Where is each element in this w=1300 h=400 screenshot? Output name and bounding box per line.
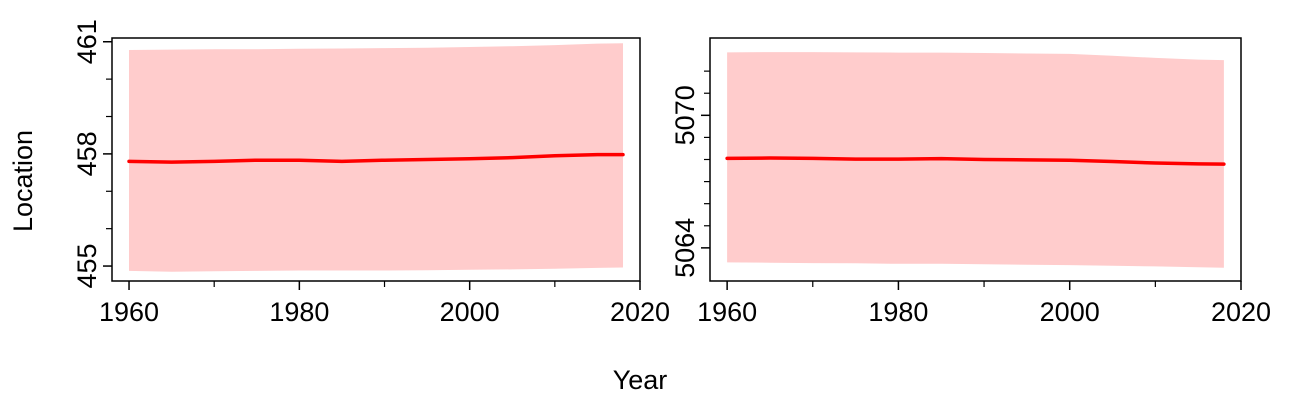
- plot-frame: [111, 37, 641, 282]
- panel-1: 1960 1980 2000 2020 455 458 461: [72, 19, 670, 327]
- y-tick-label: 455: [72, 243, 102, 288]
- x-tick-label: 1960: [99, 297, 159, 327]
- x-tick-label: 2020: [1211, 297, 1271, 327]
- panels: 1960 1980 2000 2020 455 458 461 1960 1980 2000 202…: [72, 19, 1271, 327]
- panel-2: 1960 1980 2000 2020 5064 5070: [670, 37, 1271, 327]
- x-tick-label: 1980: [868, 297, 928, 327]
- y-tick-label: 5064: [670, 218, 700, 278]
- y-tick-label: 5070: [670, 85, 700, 145]
- x-tick-label: 1960: [697, 297, 757, 327]
- x-tick-label: 2000: [440, 297, 500, 327]
- series-line: [127, 152, 625, 164]
- y-axis-title: Location: [8, 130, 38, 232]
- x-tick-label: 2000: [1040, 297, 1100, 327]
- y-tick-label: 461: [72, 19, 102, 64]
- confidence-band: [129, 43, 623, 272]
- series-line: [725, 156, 1226, 166]
- x-tick-label: 2020: [610, 297, 670, 327]
- x-axis-title: Year: [613, 365, 668, 395]
- y-tick-label: 458: [72, 131, 102, 176]
- x-tick-label: 1980: [269, 297, 329, 327]
